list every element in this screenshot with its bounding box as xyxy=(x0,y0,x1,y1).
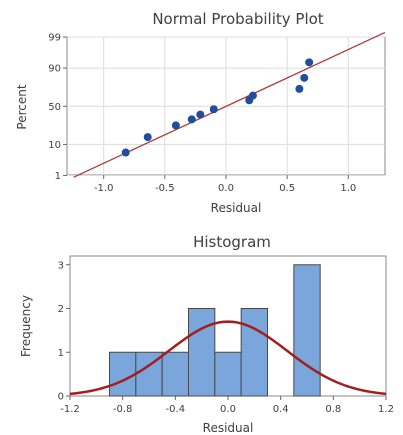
hist-x-tick-label: -1.2 xyxy=(60,404,80,415)
npp-point-3 xyxy=(187,115,196,124)
hist-y-tick-label: 2 xyxy=(58,304,64,315)
npp-point-4 xyxy=(196,110,205,119)
npp-x-ticks: -1.0 -0.5 0.0 0.5 1.0 xyxy=(94,175,356,194)
npp-y-tick-label: 99 xyxy=(48,33,61,44)
npp-x-tick-label: 0.0 xyxy=(218,183,234,194)
hist-title: Histogram xyxy=(193,233,271,251)
npp-x-tick-label: 0.5 xyxy=(279,183,295,194)
npp-x-tick-label: -1.0 xyxy=(94,183,114,194)
npp-point-1 xyxy=(143,133,152,142)
hist-bar-2 xyxy=(161,351,190,397)
hist-y-tick-label: 1 xyxy=(58,348,64,359)
hist-x-tick-label: 1.2 xyxy=(378,404,394,415)
hist-bar-4 xyxy=(214,351,242,397)
npp-point-7 xyxy=(248,91,257,100)
npp-title: Normal Probability Plot xyxy=(152,10,323,28)
npp-y-tick-label: 90 xyxy=(48,64,61,75)
npp-x-axis-label: Residual xyxy=(211,201,262,215)
normal-probability-plot: Normal Probability Plot -1.0 -0.5 0.0 0.5 1.… xyxy=(15,10,386,215)
npp-point-9 xyxy=(300,73,309,82)
npp-point-8 xyxy=(295,84,304,93)
hist-x-tick-label: 0.4 xyxy=(273,404,289,415)
hist-x-ticks: -1.2 -0.8 -0.4 0.0 0.4 0.8 1.2 xyxy=(60,396,394,415)
hist-bar-3 xyxy=(188,308,216,397)
hist-x-tick-label: -0.4 xyxy=(166,404,186,415)
npp-y-tick-label: 50 xyxy=(48,102,61,113)
hist-y-tick-label: 0 xyxy=(58,392,64,403)
npp-points xyxy=(121,58,314,157)
hist-x-tick-label: 0.8 xyxy=(325,404,341,415)
npp-point-0 xyxy=(121,148,130,157)
hist-y-tick-label: 3 xyxy=(58,260,64,271)
npp-x-tick-label: -0.5 xyxy=(155,183,175,194)
hist-y-axis-label: Frequency xyxy=(19,295,33,357)
hist-bars xyxy=(109,264,321,397)
npp-point-2 xyxy=(171,121,180,130)
hist-x-axis-label: Residual xyxy=(203,421,254,435)
npp-point-5 xyxy=(209,105,218,114)
hist-bar-6 xyxy=(293,264,321,397)
npp-y-axis-label: Percent xyxy=(15,84,29,129)
npp-y-tick-label: 1 xyxy=(55,171,61,182)
histogram: Histogram -1.2 -0.8 -0.4 0.0 0.4 0.8 1.2 0123 … xyxy=(19,233,394,435)
hist-y-ticks: 0 1 2 3 xyxy=(58,260,70,403)
npp-point-10 xyxy=(305,58,314,67)
hist-bar-0 xyxy=(109,351,137,397)
npp-x-tick-label: 1.0 xyxy=(340,183,356,194)
hist-x-tick-label: 0.0 xyxy=(220,404,236,415)
npp-y-tick-label: 10 xyxy=(48,140,61,151)
hist-normal-curve xyxy=(69,320,387,396)
npp-y-ticks: 1 10 50 90 99 xyxy=(48,33,67,182)
hist-x-tick-label: -0.8 xyxy=(113,404,133,415)
hist-bar-5 xyxy=(240,308,269,397)
